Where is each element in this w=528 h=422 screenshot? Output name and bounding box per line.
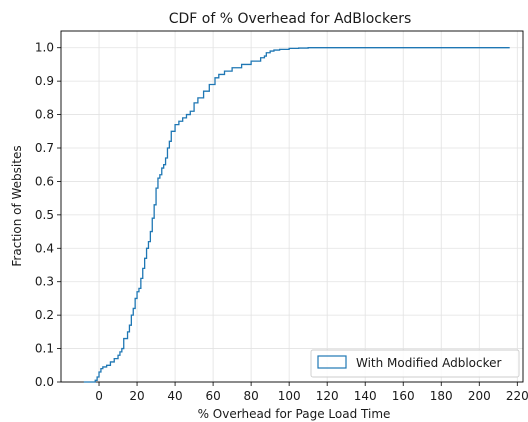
x-tick-label: 100: [278, 389, 301, 403]
x-tick-label: 60: [205, 389, 220, 403]
y-axis-label: Fraction of Websites: [10, 145, 24, 266]
series-line-with-modified-adblocker: [83, 47, 510, 383]
chart-title: CDF of % Overhead for AdBlockers: [169, 11, 412, 27]
y-tick-label: 0.1: [35, 342, 54, 356]
y-tick-label: 0.9: [35, 74, 54, 88]
y-tick-label: 0.8: [35, 108, 54, 122]
x-tick-label: 140: [354, 389, 377, 403]
x-tick-label: 220: [506, 389, 528, 403]
legend: With Modified Adblocker: [310, 349, 520, 378]
x-tick-label: 200: [468, 389, 491, 403]
legend-swatch: [317, 355, 347, 369]
y-tick-label: 1.0: [35, 41, 54, 55]
y-axis-ticks: 0.0 0.1 0.2 0.3 0.4 0.5 0.6 0.7 0.8 0.9 1.0: [35, 41, 61, 389]
x-tick-label: 20: [129, 389, 144, 403]
x-tick-label: 0: [95, 389, 103, 403]
y-tick-label: 0.7: [35, 141, 54, 155]
y-tick-label: 0.3: [35, 275, 54, 289]
y-tick-label: 0.4: [35, 241, 54, 255]
y-tick-label: 0.5: [35, 208, 54, 222]
x-tick-label: 120: [316, 389, 339, 403]
grid-lines: [61, 31, 523, 383]
x-tick-label: 160: [392, 389, 415, 403]
y-tick-label: 0.6: [35, 174, 54, 188]
x-axis-label: % Overhead for Page Load Time: [198, 407, 391, 421]
y-tick-label: 0.2: [35, 308, 54, 322]
legend-box: [310, 349, 520, 378]
plot-area: [60, 30, 524, 383]
x-tick-label: 40: [167, 389, 182, 403]
x-axis-ticks: 0 20 40 60 80 100 120 140 160 180 200 220: [95, 382, 528, 403]
x-tick-label: 80: [243, 389, 258, 403]
x-tick-label: 180: [430, 389, 453, 403]
legend-label: With Modified Adblocker: [356, 356, 501, 370]
y-tick-label: 0.0: [35, 375, 54, 389]
